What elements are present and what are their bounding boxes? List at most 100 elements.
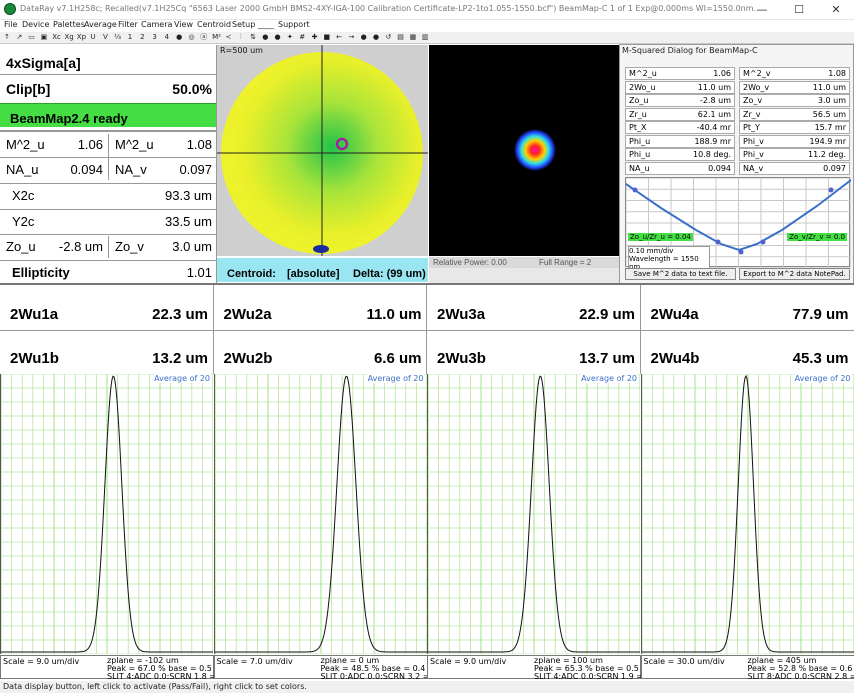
toolbar-button-8[interactable]: V [102, 33, 108, 41]
menu-device[interactable]: Device [22, 20, 50, 29]
toolbar-button-29[interactable]: ● [360, 33, 367, 41]
width-b-box[interactable]: 2Wu2b 6.6 um [214, 348, 426, 370]
toolbar-button-17[interactable]: M² [212, 33, 221, 41]
y2c-box[interactable]: Y2c 33.5 um [0, 211, 216, 233]
mode-label[interactable]: 4xSigma[a] [0, 50, 216, 72]
toolbar-button-12[interactable]: 3 [152, 33, 157, 41]
m2-row-v[interactable]: Phi_v 11.2 deg. [739, 148, 850, 161]
toolbar-button-5[interactable]: Xg [64, 33, 74, 41]
save-m2-button[interactable]: Save M^2 data to text file. [625, 268, 736, 280]
toolbar-button-4[interactable]: Xc [52, 33, 61, 41]
toolbar-button-0[interactable]: ↑ [4, 33, 10, 41]
m2-row-v[interactable]: Zo_v 3.0 um [739, 94, 850, 107]
toolbar-button-20[interactable]: ⇅ [250, 33, 256, 41]
m2-row-u[interactable]: 2Wo_u 11.0 um [625, 80, 735, 94]
m2-v-box[interactable]: M^2_u 1.08 [109, 134, 216, 156]
toolbar-button-18[interactable]: ≺ [225, 33, 232, 41]
menu-average[interactable]: Average [84, 20, 117, 29]
toolbar-button-6[interactable]: Xp [76, 33, 87, 41]
m2-row-u[interactable]: NA_u 0.094 [625, 161, 735, 175]
menu-camera[interactable]: Camera [141, 20, 173, 29]
toolbar-button-34[interactable]: ▥ [421, 33, 429, 41]
menu-support[interactable]: Support [278, 20, 310, 29]
menu-setup[interactable]: Setup [232, 20, 256, 29]
export-m2-button[interactable]: Export to M^2 data NotePad. [739, 268, 850, 280]
toolbar-button-21[interactable]: ● [262, 33, 269, 41]
toolbar-button-24[interactable]: # [299, 33, 306, 41]
centroid-target-plot[interactable]: R=500 um [217, 45, 428, 256]
m2-row-v[interactable]: Pt_Y 15.7 mr [739, 121, 850, 134]
zo-v-box[interactable]: Zo_v 3.0 um [109, 236, 216, 258]
status-ready[interactable]: BeamMap2.4 ready [0, 103, 216, 127]
profile-footer[interactable]: Scale = 9.0 um/div zplane = -102 um Peak =… [0, 655, 222, 681]
centroid-readout[interactable]: Centroid: [absolute] Delta: (99 um) [217, 258, 428, 282]
na-u-box[interactable]: NA_u 0.094 [0, 159, 107, 181]
close-button[interactable]: ✕ [831, 3, 841, 16]
width-a-box[interactable]: 2Wu1a 22.3 um [0, 304, 212, 326]
toolbar-button-27[interactable]: ← [336, 33, 343, 41]
clip-box[interactable]: Clip[b] 50.0% [0, 76, 216, 98]
m2-row-u[interactable]: Phi_u 10.8 deg. [625, 148, 735, 161]
m2-row-u[interactable]: Pt_X -40.4 mr [625, 121, 735, 134]
toolbar-button-3[interactable]: ▣ [40, 33, 48, 41]
menu-filter[interactable]: Filter [118, 20, 138, 29]
toolbar-button-28[interactable]: → [348, 33, 355, 41]
width-a-box[interactable]: 2Wu4a 77.9 um [641, 304, 853, 326]
zo-u-box[interactable]: Zo_u -2.8 um [0, 236, 107, 258]
toolbar-button-25[interactable]: ✚ [311, 33, 318, 41]
toolbar-button-31[interactable]: ↺ [385, 33, 392, 41]
toolbar-button-14[interactable]: ● [176, 33, 183, 41]
ellipticity-box[interactable]: Ellipticity 1.01 [0, 262, 216, 284]
toolbar-button-11[interactable]: 2 [140, 33, 145, 41]
menu-palettes[interactable]: Palettes [53, 20, 85, 29]
x2c-box[interactable]: X2c 93.3 um [0, 185, 216, 207]
beam-profile-image[interactable] [429, 45, 619, 256]
toolbar-button-26[interactable]: ■ [323, 33, 331, 41]
menu-centroid[interactable]: Centroid [197, 20, 232, 29]
width-b-box[interactable]: 2Wu1b 13.2 um [0, 348, 212, 370]
m2-row-u[interactable]: Zr_u 62.1 um [625, 107, 735, 121]
width-value: 22.3 um [152, 306, 208, 323]
menu-blank[interactable]: ____ [258, 20, 274, 29]
toolbar-button-22[interactable]: ● [274, 33, 281, 41]
toolbar-button-16[interactable]: ⓐ [200, 33, 208, 41]
toolbar-button-13[interactable]: 4 [164, 33, 170, 41]
na-v-box[interactable]: NA_v 0.097 [109, 159, 216, 181]
toolbar-button-33[interactable]: ▦ [409, 33, 417, 41]
width-a-box[interactable]: 2Wu3a 22.9 um [427, 304, 639, 326]
maximize-button[interactable]: ☐ [794, 3, 804, 16]
toolbar-button-15[interactable]: ◎ [188, 33, 195, 41]
toolbar-button-23[interactable]: ✦ [286, 33, 293, 41]
m2-fit-plot[interactable]: Zo_u/Zr_u = 0.04 Zo_v/Zr_v = 0.0 0.10 mm… [625, 177, 851, 272]
width-a-box[interactable]: 2Wu2a 11.0 um [214, 304, 426, 326]
profile-footer[interactable]: Scale = 7.0 um/div zplane = 0 um Peak = 48… [213, 655, 436, 681]
toolbar-button-30[interactable]: ● [372, 33, 380, 41]
toolbar-button-2[interactable]: ▭ [28, 33, 35, 41]
m2-row-u[interactable]: Zo_u -2.8 um [625, 94, 735, 107]
m2-u-box[interactable]: M^2_u 1.06 [0, 134, 107, 156]
toolbar-button-10[interactable]: 1 [127, 33, 133, 41]
width-b-box[interactable]: 2Wu4b 45.3 um [641, 348, 853, 370]
toolbar-button-7[interactable]: U [90, 33, 96, 41]
menu-file[interactable]: File [4, 20, 18, 29]
m2-row-v[interactable]: Zr_v 56.5 um [739, 107, 850, 121]
slit-profile-plot[interactable]: Average of 20 [213, 373, 428, 655]
width-b-box[interactable]: 2Wu3b 13.7 um [427, 348, 639, 370]
toolbar-button-1[interactable]: ↗ [16, 33, 23, 41]
menu-view[interactable]: View [174, 20, 193, 29]
m2-row-u[interactable]: M^2_u 1.06 [625, 67, 735, 80]
slit-profile-plot[interactable]: Average of 20 [427, 373, 641, 655]
toolbar-button-9[interactable]: ⅓ [114, 33, 122, 41]
profile-footer[interactable]: Scale = 9.0 um/div zplane = 100 um Peak = … [427, 655, 649, 681]
m2-row-v[interactable]: 2Wo_v 11.0 um [739, 80, 850, 94]
m2-row-u[interactable]: Phi_u 188.9 mr [625, 134, 735, 148]
profile-footer[interactable]: Scale = 30.0 um/div zplane = 405 um Peak =… [640, 655, 854, 681]
slit-profile-plot[interactable]: Average of 20 [0, 373, 214, 655]
m2-row-v[interactable]: NA_v 0.097 [739, 161, 850, 175]
slit-profile-plot[interactable]: Average of 20 [640, 373, 854, 655]
toolbar-button-19[interactable]: ⫶ [239, 33, 242, 41]
toolbar-button-32[interactable]: ▤ [397, 33, 404, 41]
minimize-button[interactable]: — [756, 3, 768, 16]
m2-row-v[interactable]: Phi_v 194.9 mr [739, 134, 850, 148]
m2-row-v[interactable]: M^2_v 1.08 [739, 67, 850, 80]
